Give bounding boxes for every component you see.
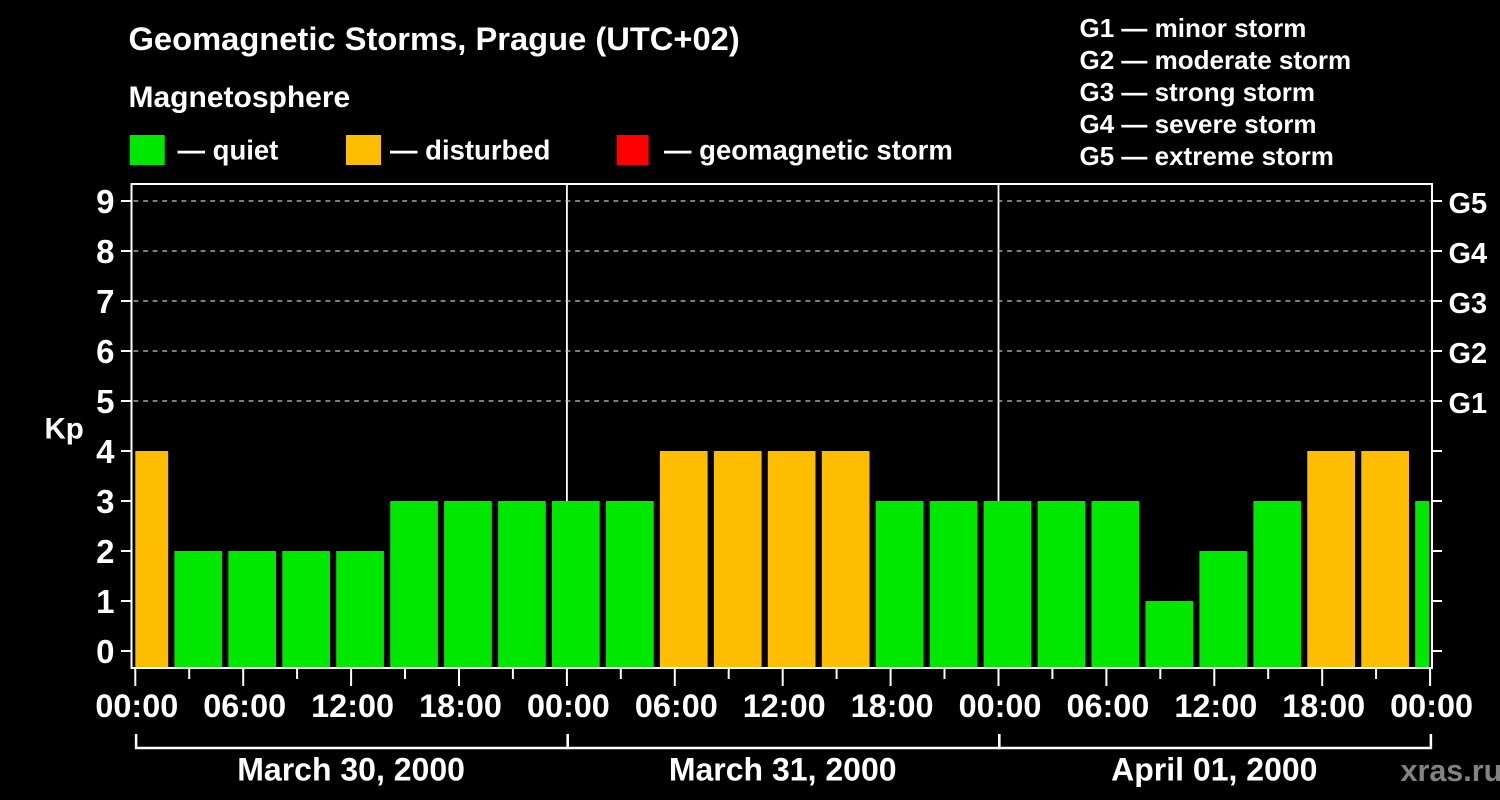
svg-text:06:00: 06:00 bbox=[635, 688, 718, 724]
svg-text:March 30, 2000: March 30, 2000 bbox=[237, 752, 465, 788]
svg-text:4: 4 bbox=[96, 433, 115, 470]
svg-text:0: 0 bbox=[96, 633, 114, 670]
svg-text:2: 2 bbox=[96, 533, 114, 570]
svg-text:— quiet: — quiet bbox=[178, 135, 279, 166]
svg-text:Magnetosphere: Magnetosphere bbox=[129, 81, 351, 114]
svg-text:6: 6 bbox=[96, 333, 114, 370]
svg-text:G5: G5 bbox=[1449, 188, 1488, 220]
svg-text:— disturbed: — disturbed bbox=[390, 135, 550, 166]
svg-text:1: 1 bbox=[96, 583, 114, 620]
svg-text:G5 — extreme storm: G5 — extreme storm bbox=[1080, 141, 1334, 171]
svg-text:G3 — strong storm: G3 — strong storm bbox=[1080, 77, 1315, 107]
svg-text:5: 5 bbox=[96, 383, 114, 420]
svg-text:12:00: 12:00 bbox=[743, 688, 826, 724]
svg-text:00:00: 00:00 bbox=[95, 688, 178, 724]
svg-text:G4: G4 bbox=[1449, 238, 1488, 270]
svg-text:06:00: 06:00 bbox=[1066, 688, 1149, 724]
svg-text:G3: G3 bbox=[1449, 288, 1488, 320]
svg-text:8: 8 bbox=[96, 233, 114, 270]
svg-text:9: 9 bbox=[96, 183, 114, 220]
svg-text:xras.ru: xras.ru bbox=[1401, 754, 1500, 788]
svg-text:G2 — moderate storm: G2 — moderate storm bbox=[1080, 45, 1352, 75]
svg-text:3: 3 bbox=[96, 483, 114, 520]
svg-text:7: 7 bbox=[96, 283, 114, 320]
svg-text:G1: G1 bbox=[1449, 388, 1488, 420]
svg-text:G4 — severe storm: G4 — severe storm bbox=[1080, 109, 1317, 139]
svg-text:18:00: 18:00 bbox=[419, 688, 502, 724]
svg-text:Geomagnetic Storms, Prague (UT: Geomagnetic Storms, Prague (UTC+02) bbox=[129, 20, 740, 57]
svg-text:12:00: 12:00 bbox=[1174, 688, 1257, 724]
svg-text:00:00: 00:00 bbox=[959, 688, 1042, 724]
svg-text:— geomagnetic storm: — geomagnetic storm bbox=[664, 135, 953, 166]
svg-text:06:00: 06:00 bbox=[203, 688, 286, 724]
svg-text:00:00: 00:00 bbox=[527, 688, 610, 724]
svg-text:18:00: 18:00 bbox=[851, 688, 934, 724]
svg-text:00:00: 00:00 bbox=[1390, 688, 1473, 724]
svg-text:Kp: Kp bbox=[45, 413, 84, 446]
svg-text:G2: G2 bbox=[1449, 338, 1488, 370]
svg-text:12:00: 12:00 bbox=[311, 688, 394, 724]
svg-text:March 31, 2000: March 31, 2000 bbox=[669, 752, 897, 788]
svg-text:April 01, 2000: April 01, 2000 bbox=[1111, 752, 1317, 788]
svg-text:G1 — minor storm: G1 — minor storm bbox=[1080, 13, 1307, 43]
svg-text:18:00: 18:00 bbox=[1282, 688, 1365, 724]
